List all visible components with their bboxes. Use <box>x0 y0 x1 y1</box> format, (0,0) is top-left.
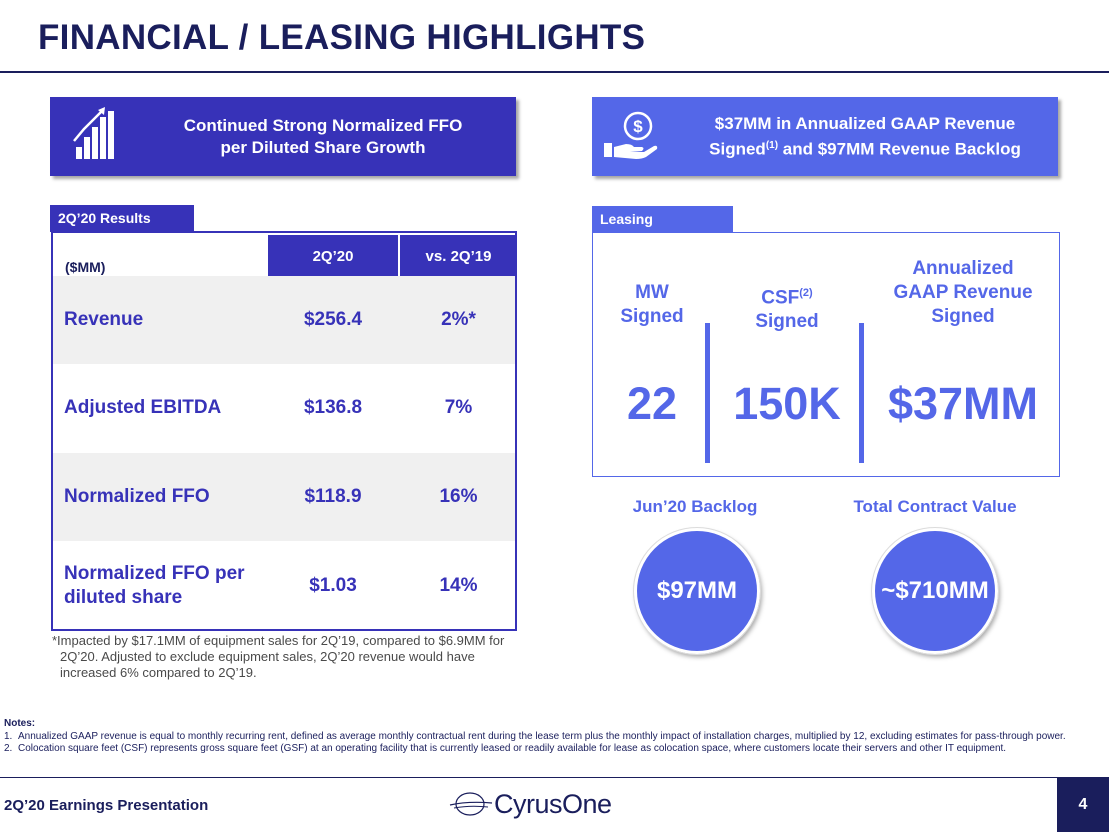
table-row: Normalized FFO $118.9 16% <box>53 453 515 541</box>
revenue-signed-banner: $ $37MM in Annualized GAAP Revenue Signe… <box>592 97 1058 176</box>
row-change: 7% <box>444 397 473 418</box>
footer-divider <box>0 777 1109 778</box>
note-item: 2. Colocation square feet (CSF) represen… <box>4 743 1104 755</box>
row-value: $136.8 <box>303 397 363 418</box>
metric-divider <box>705 323 710 463</box>
revenue-banner-line2-pre: Signed <box>709 139 766 159</box>
mw-signed-value: 22 <box>626 378 678 429</box>
units-label: ($MM) <box>65 259 106 275</box>
table-row: Normalized FFO per diluted share $1.03 1… <box>53 542 515 630</box>
notes-heading: Notes: <box>4 718 36 729</box>
note-text: Annualized GAAP revenue is equal to mont… <box>18 731 1066 742</box>
gaap-revenue-signed-heading: Annualized GAAP Revenue Signed <box>873 257 1053 329</box>
revenue-banner-line2: Signed(1) and $97MM Revenue Backlog <box>672 135 1058 161</box>
csf-signed-heading: CSF(2) Signed <box>723 281 851 334</box>
ffo-growth-banner: Continued Strong Normalized FFO per Dilu… <box>50 97 516 176</box>
presentation-title: 2Q’20 Earnings Presentation <box>4 797 209 814</box>
contract-value-circle: ~$710MM <box>871 527 999 655</box>
heading-line: Signed <box>931 306 995 327</box>
row-label: Adjusted EBITDA <box>64 397 222 418</box>
backlog-circle: $97MM <box>633 527 761 655</box>
row-value: $1.03 <box>309 575 357 596</box>
note-item: 1. Annualized GAAP revenue is equal to m… <box>4 731 1104 743</box>
table-row: Adjusted EBITDA $136.8 7% <box>53 364 515 452</box>
gaap-revenue-signed-value: $37MM <box>887 378 1039 429</box>
page-title: FINANCIAL / LEASING HIGHLIGHTS <box>38 18 646 57</box>
note-number: 1. <box>4 731 13 742</box>
bar-growth-icon <box>50 97 130 176</box>
leasing-panel: MW Signed 22 CSF(2) Signed 150K Annualiz… <box>592 232 1060 477</box>
notes-section: Notes: 1. Annualized GAAP revenue is equ… <box>4 718 1104 755</box>
backlog-label: Jun’20 Backlog <box>632 497 758 516</box>
heading-line: CSF(2) <box>723 281 851 310</box>
footnote-ref-2: (2) <box>799 287 813 299</box>
table-row: Revenue $256.4 2%* <box>53 276 515 364</box>
leasing-tag: Leasing <box>592 206 733 233</box>
logo-swirl-icon <box>449 792 493 816</box>
equipment-sales-footnote: *Impacted by $17.1MM of equipment sales … <box>52 633 505 680</box>
heading-line: Annualized <box>912 258 1014 279</box>
row-change: 14% <box>439 575 478 596</box>
note-text: Colocation square feet (CSF) represents … <box>18 743 1007 754</box>
mw-signed-heading: MW Signed <box>598 281 706 329</box>
csf-signed-value: 150K <box>733 378 841 429</box>
title-divider <box>0 71 1109 73</box>
heading-line: Signed <box>755 311 819 333</box>
row-label: Revenue <box>64 309 144 330</box>
metric-divider <box>859 323 864 463</box>
row-value: $118.9 <box>304 486 362 507</box>
revenue-banner-line1: $37MM in Annualized GAAP Revenue <box>714 113 1016 133</box>
logo-text: CyrusOne <box>494 788 612 819</box>
row-label: Normalized FFO <box>64 486 210 507</box>
results-table: ($MM) 2Q’20 vs. 2Q’19 Revenue $256.4 2%*… <box>51 231 517 631</box>
note-number: 2. <box>4 743 13 754</box>
row-label: Normalized FFO per diluted share <box>64 563 245 608</box>
heading-line: GAAP Revenue <box>893 282 1033 303</box>
cyrusone-logo: CyrusOne <box>448 786 612 822</box>
csf-text: CSF <box>761 287 800 309</box>
ffo-banner-line2: per Diluted Share Growth <box>220 137 426 157</box>
contract-value-label: Total Contract Value <box>853 497 1017 516</box>
heading-line: Signed <box>620 306 684 327</box>
heading-line: MW <box>635 282 669 303</box>
column-header-2q20: 2Q’20 <box>268 235 398 278</box>
dollar-hand-icon: $ <box>592 97 672 176</box>
row-value: $256.4 <box>303 309 363 330</box>
row-change: 2%* <box>441 309 476 330</box>
row-change: 16% <box>439 486 478 507</box>
svg-text:$: $ <box>633 117 643 136</box>
revenue-banner-line2-post: and $97MM Revenue Backlog <box>778 139 1021 159</box>
footnote-ref-1: (1) <box>765 139 779 151</box>
page-number: 4 <box>1057 778 1109 832</box>
ffo-banner-line1: Continued Strong Normalized FFO <box>183 115 463 135</box>
results-tag: 2Q’20 Results <box>50 205 194 232</box>
column-header-vs-2q19: vs. 2Q’19 <box>400 235 517 278</box>
